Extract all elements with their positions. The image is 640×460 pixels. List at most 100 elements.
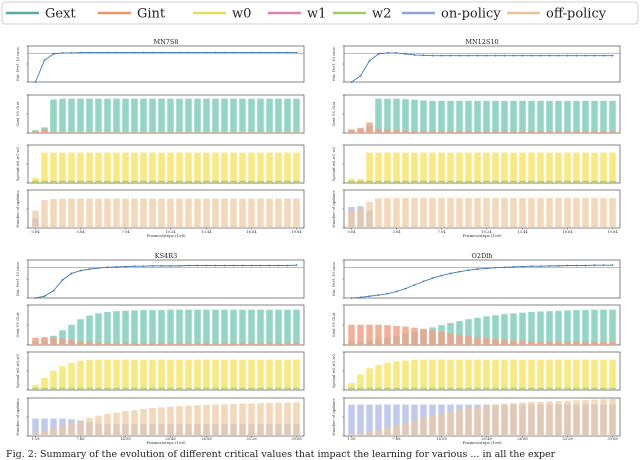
gint-bar — [609, 342, 616, 345]
performance-point — [431, 277, 434, 280]
performance-point — [368, 59, 371, 62]
w2-bar — [564, 180, 571, 183]
w2-bar — [348, 387, 355, 390]
gint-bar — [140, 342, 147, 345]
w0-bar — [149, 152, 156, 183]
performance-point — [440, 54, 443, 57]
gint-bar — [86, 132, 93, 133]
gint-bar — [429, 330, 436, 345]
w2-bar — [59, 387, 66, 390]
gint-bar — [149, 132, 156, 133]
w0-bar — [212, 152, 219, 183]
gext-bar — [501, 314, 508, 345]
gext-bar — [546, 100, 553, 133]
gext-bar — [483, 316, 490, 345]
y-axis-label: Number of updates — [331, 190, 336, 227]
w2-bar — [474, 387, 481, 390]
w0-bar — [555, 152, 562, 183]
off-bar — [221, 404, 228, 436]
gext-bar — [257, 98, 264, 133]
gext-bar — [203, 98, 210, 133]
w0-bar — [122, 359, 129, 390]
w0-bar — [609, 359, 616, 390]
performance-point — [593, 264, 596, 267]
panel-title: KS4R3 — [155, 252, 177, 260]
performance-point — [151, 51, 154, 54]
w0-bar — [77, 360, 84, 390]
panel-mn12s10: MN12S10 Ext. Perf. 10 runs Gext VS Gint Spr… — [331, 38, 621, 238]
gext-bar — [185, 309, 192, 345]
w2-bar — [275, 387, 282, 390]
off-bar — [573, 400, 580, 436]
gint-bar — [384, 129, 391, 133]
panel-title: MN7S8 — [153, 38, 178, 46]
gext-bar — [293, 309, 300, 345]
w0-bar — [257, 359, 264, 390]
x-tick-label: 20.48 — [165, 437, 176, 441]
gint-bar — [375, 324, 382, 345]
w0-bar — [438, 152, 445, 183]
w0-bar — [32, 384, 39, 390]
gint-bar — [266, 342, 273, 345]
w2-bar — [32, 180, 39, 183]
w0-bar — [582, 152, 589, 183]
gint-bar — [248, 132, 255, 133]
off-bar — [519, 197, 526, 228]
gext-bar — [293, 98, 300, 133]
off-bar — [140, 198, 147, 228]
performance-point — [106, 51, 109, 54]
gint-bar — [447, 130, 454, 133]
gint-bar — [519, 340, 526, 345]
gint-bar — [257, 132, 264, 133]
figure-caption: Fig. 2: Summary of the evolution of diff… — [6, 449, 556, 460]
w0-bar — [483, 152, 490, 183]
off-bar — [140, 409, 147, 436]
performance-point — [395, 52, 398, 54]
w2-bar — [293, 387, 300, 390]
gint-bar — [366, 324, 373, 345]
performance-point — [476, 268, 479, 271]
w0-bar — [68, 362, 75, 390]
w0-bar — [483, 359, 490, 390]
gext-bar — [519, 312, 526, 345]
panel-mn7s8: MN7S8 Ext. Perf. 10 runs Gext VS Gint Sprea… — [15, 38, 305, 238]
w2-bar — [573, 387, 580, 390]
on-bar — [50, 418, 57, 436]
performance-point — [268, 264, 271, 267]
gint-bar — [59, 338, 66, 345]
subplot-3: Spread w0,w1,w2 — [15, 351, 305, 391]
gext-bar — [284, 309, 291, 345]
gext-bar — [149, 98, 156, 133]
off-bar — [348, 434, 355, 436]
panel-o2dlh: O2Dlh Ext. Perf. 10 runs Gext VS Gint Sprea… — [331, 252, 621, 445]
gint-bar — [384, 325, 391, 345]
w0-bar — [492, 152, 499, 183]
x-tick-label: 7.04 — [121, 230, 130, 234]
w2-bar — [212, 180, 219, 183]
w2-bar — [438, 180, 445, 183]
x-tick-label: 16.64 — [562, 230, 573, 234]
off-bar — [41, 200, 48, 228]
gint-bar — [230, 132, 237, 133]
off-bar — [456, 197, 463, 228]
gint-bar — [293, 132, 300, 133]
w0-bar — [591, 359, 598, 390]
off-bar — [59, 425, 66, 436]
performance-point — [106, 266, 109, 269]
w2-bar — [131, 180, 138, 183]
gext-bar — [59, 330, 66, 345]
performance-point — [503, 266, 506, 269]
w0-bar — [555, 359, 562, 390]
off-bar — [402, 197, 409, 228]
w2-bar — [519, 180, 526, 183]
off-bar — [248, 198, 255, 228]
w0-bar — [492, 359, 499, 390]
off-bar — [375, 198, 382, 228]
w2-bar — [456, 387, 463, 390]
gext-bar — [474, 317, 481, 345]
w0-bar — [447, 359, 454, 390]
gint-bar — [501, 130, 508, 133]
w2-bar — [176, 387, 183, 390]
w2-bar — [158, 180, 165, 183]
gext-bar — [275, 98, 282, 133]
